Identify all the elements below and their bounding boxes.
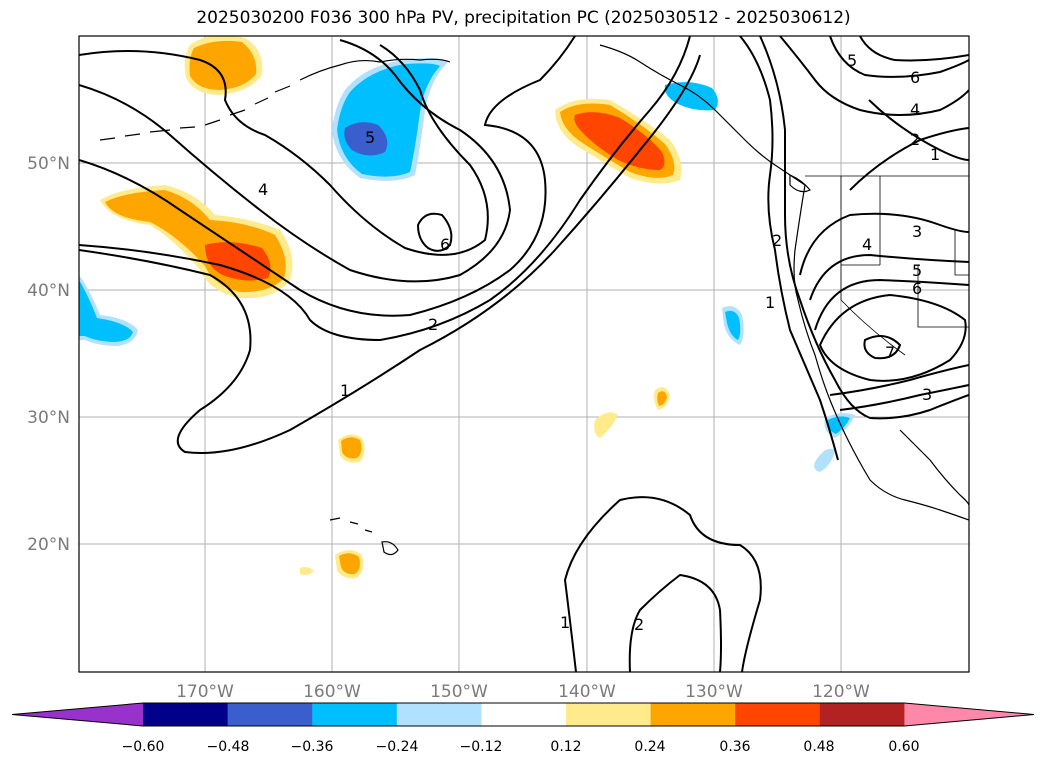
map-frame (78, 35, 970, 673)
colorbar-segment (735, 703, 821, 726)
lat-label-40n: 40°N (27, 281, 70, 301)
contour-label: 2 (910, 130, 920, 149)
contour-label: 6 (910, 68, 920, 87)
colorbar-tick-label: −0.36 (291, 739, 334, 755)
contour-label: 7 (885, 343, 895, 362)
lat-label-30n: 30°N (27, 408, 70, 428)
contour-label-group: 4 5 6 2 1 1 2 5 6 4 2 1 2 1 4 3 5 6 7 3 (258, 51, 940, 634)
contour-label: 6 (912, 279, 922, 298)
contour-label: 2 (428, 315, 438, 334)
colorbar-tick-label: 0.48 (803, 739, 834, 755)
colorbar-tick-labels: −0.60 −0.48 −0.36 −0.24 −0.12 0.12 0.24 … (122, 739, 920, 755)
contour-label: 4 (258, 180, 268, 199)
colorbar-segment (396, 703, 482, 726)
colorbar-segment (566, 703, 652, 726)
lon-label-120w: 120°W (812, 682, 870, 702)
pv-contours (79, 36, 969, 672)
colorbar-tick-label: −0.12 (460, 739, 503, 755)
contour-label: 6 (440, 235, 450, 254)
colorbar-tick-label: −0.24 (376, 739, 419, 755)
lon-label-170w: 170°W (176, 682, 234, 702)
contour-label: 1 (765, 293, 775, 312)
contour-label: 1 (930, 145, 940, 164)
contour-label: 2 (772, 231, 782, 250)
colorbar-tick-label: −0.60 (122, 739, 165, 755)
colorbar-tick-label: 0.36 (719, 739, 750, 755)
contour-label: 4 (862, 235, 872, 254)
contour-label: 5 (847, 51, 857, 70)
colorbar-extend-low (12, 703, 143, 726)
contour-label: 3 (912, 222, 922, 241)
colorbar-outline (11, 702, 1035, 727)
lon-label-150w: 150°W (430, 682, 488, 702)
contour-label: 5 (912, 261, 922, 280)
colorbar-tick-label: 0.24 (634, 739, 665, 755)
coastlines (99, 44, 969, 556)
colorbar-tick-label: 0.12 (550, 739, 581, 755)
lat-labels: 50°N 40°N 30°N 20°N (27, 154, 70, 555)
colorbar-segment (819, 703, 905, 726)
lat-label-50n: 50°N (27, 154, 70, 174)
contour-label: 1 (560, 613, 570, 632)
colorbar-tick-label: −0.48 (207, 739, 250, 755)
gridlines (79, 36, 969, 672)
colorbar-segment (650, 703, 736, 726)
colorbar-extend-high (904, 703, 1034, 726)
contour-label: 1 (340, 381, 350, 400)
lon-labels: 170°W 160°W 150°W 140°W 130°W 120°W (176, 682, 870, 702)
map-title: 2025030200 F036 300 hPa PV, precipitatio… (196, 8, 851, 28)
lon-label-160w: 160°W (303, 682, 361, 702)
contour-label: 4 (910, 100, 920, 119)
lat-label-20n: 20°N (27, 535, 70, 555)
precip-shading (79, 36, 855, 579)
colorbar-segment (227, 703, 313, 726)
lon-label-140w: 140°W (558, 682, 616, 702)
colorbar-tick-label: 0.60 (888, 739, 919, 755)
lon-label-130w: 130°W (685, 682, 743, 702)
colorbar-segment (481, 703, 567, 726)
contour-label: 5 (365, 128, 375, 147)
colorbar-segment (143, 703, 229, 726)
colorbar-segment (312, 703, 398, 726)
colorbar (11, 702, 1035, 727)
borders (805, 175, 969, 356)
contour-label: 2 (634, 615, 644, 634)
contour-label: 3 (922, 385, 932, 404)
map-area (79, 36, 969, 672)
